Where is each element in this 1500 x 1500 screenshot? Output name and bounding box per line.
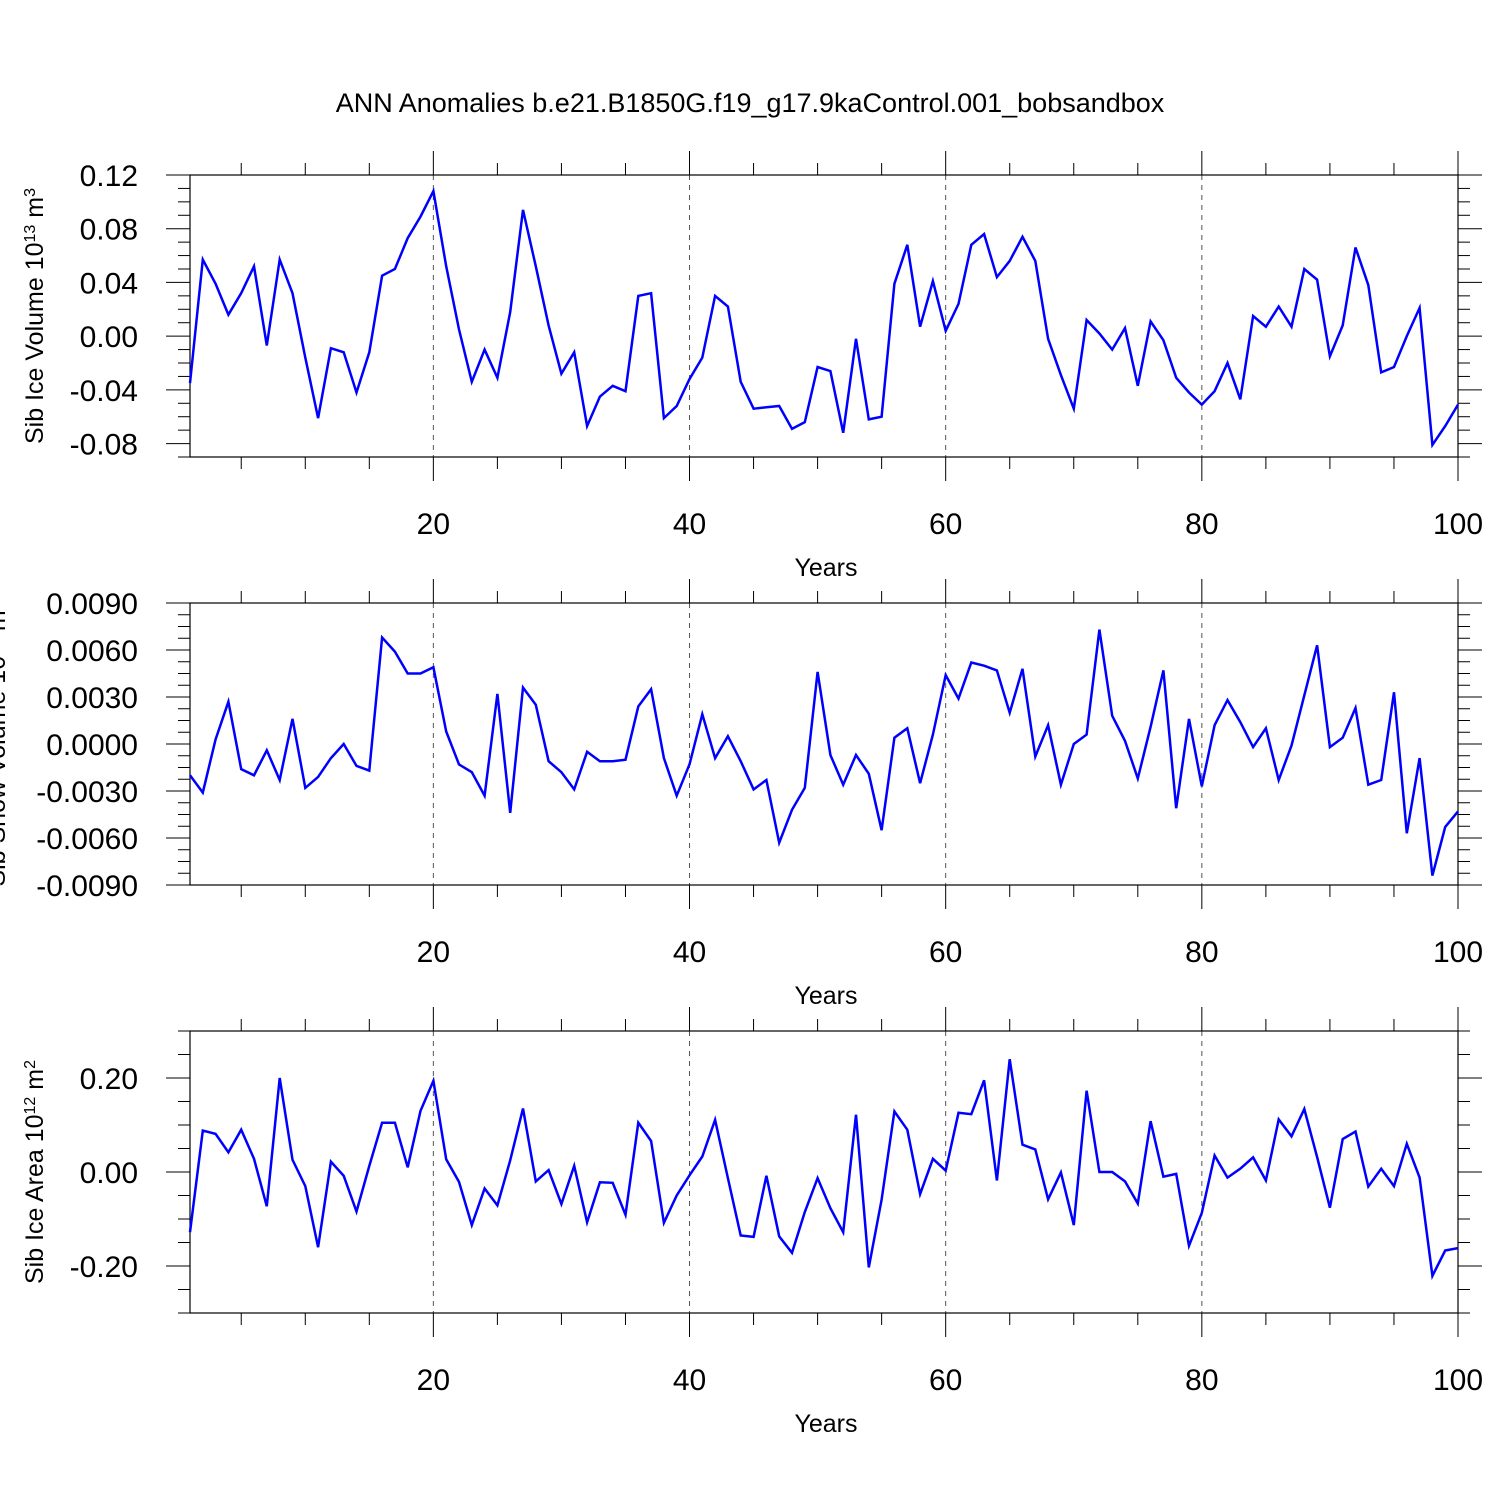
x-tick-label: 100	[1433, 508, 1483, 541]
x-tick-label: 100	[1433, 1364, 1483, 1397]
x-tick-label: 20	[417, 936, 450, 969]
y-tick-label: -0.0030	[36, 776, 138, 809]
x-tick-label: 100	[1433, 936, 1483, 969]
x-tick-label: 80	[1185, 1364, 1218, 1397]
figure-title: ANN Anomalies b.e21.B1850G.f19_g17.9kaCo…	[336, 88, 1165, 118]
x-tick-label: 40	[673, 1364, 706, 1397]
series-line	[188, 1059, 1459, 1281]
y-tick-label: 0.0030	[46, 682, 138, 715]
x-tick-label: 20	[417, 1364, 450, 1397]
y-axis-label-superscript: 13	[0, 638, 1, 656]
y-tick-label: 0.04	[80, 267, 138, 300]
y-axis-label-part: Sib Ice Area 10	[21, 1114, 49, 1284]
x-tick-label: 60	[929, 1364, 962, 1397]
x-tick-label: 80	[1185, 508, 1218, 541]
y-axis-label-superscript: 3	[22, 188, 39, 197]
y-tick-label: -0.0090	[36, 870, 138, 903]
y-tick-label: 0.12	[80, 160, 138, 193]
y-tick-label: 0.0060	[46, 635, 138, 668]
x-axis-label: Years	[794, 554, 857, 582]
plot-frame	[189, 174, 1459, 458]
panel-2: 20 40 60 80 100 Years -0.0090 -0.0060 -0.0030 0.0…	[0, 579, 1483, 1010]
y-axis-label-part: Sib Snow Volume 10	[0, 656, 11, 887]
y-tick-label: 0.08	[80, 214, 138, 247]
y-tick-label: -0.0060	[36, 823, 138, 856]
x-axis-label: Years	[794, 982, 857, 1010]
x-tick-label: 60	[929, 508, 962, 541]
y-axis-label: Sib Ice Area 1012 m2	[21, 1060, 49, 1284]
y-tick-label: 0.00	[80, 1157, 138, 1190]
y-axis-label-part: m	[21, 1069, 49, 1097]
y-tick-label: -0.04	[70, 375, 138, 408]
y-axis-label-part: m	[0, 610, 11, 638]
series-line	[188, 187, 1460, 449]
x-tick-label: 40	[673, 936, 706, 969]
y-axis-label-part: m	[21, 197, 49, 225]
x-tick-label: 40	[673, 508, 706, 541]
y-axis-label-superscript: 12	[22, 1097, 39, 1115]
panel-1: 20 40 60 80 100 Years -0.08 -0.04 0.00 0.04 0.08 0.…	[21, 151, 1483, 582]
y-axis-label-part: Sib Ice Volume 10	[21, 242, 49, 444]
y-tick-label: 0.0090	[46, 588, 138, 621]
y-axis-label-superscript: 3	[0, 601, 1, 610]
y-axis-label-superscript: 13	[22, 225, 39, 243]
x-tick-label: 60	[929, 936, 962, 969]
x-axis-label: Years	[794, 1410, 857, 1438]
y-tick-label: 0.0000	[46, 729, 138, 762]
x-tick-label: 80	[1185, 936, 1218, 969]
y-tick-label: -0.20	[70, 1251, 138, 1284]
x-tick-label: 20	[417, 508, 450, 541]
series-line	[188, 629, 1459, 876]
y-tick-label: -0.08	[70, 429, 138, 462]
panel-3: 20 40 60 80 100 Years -0.20 0.00 0.20 Sib Ice Are…	[21, 1007, 1483, 1438]
y-axis-label: Sib Snow Volume 1013 m3	[0, 601, 11, 886]
y-axis-label-superscript: 2	[22, 1060, 39, 1069]
y-tick-label: 0.00	[80, 321, 138, 354]
y-axis-label: Sib Ice Volume 1013 m3	[21, 188, 49, 444]
y-tick-label: 0.20	[80, 1063, 138, 1096]
